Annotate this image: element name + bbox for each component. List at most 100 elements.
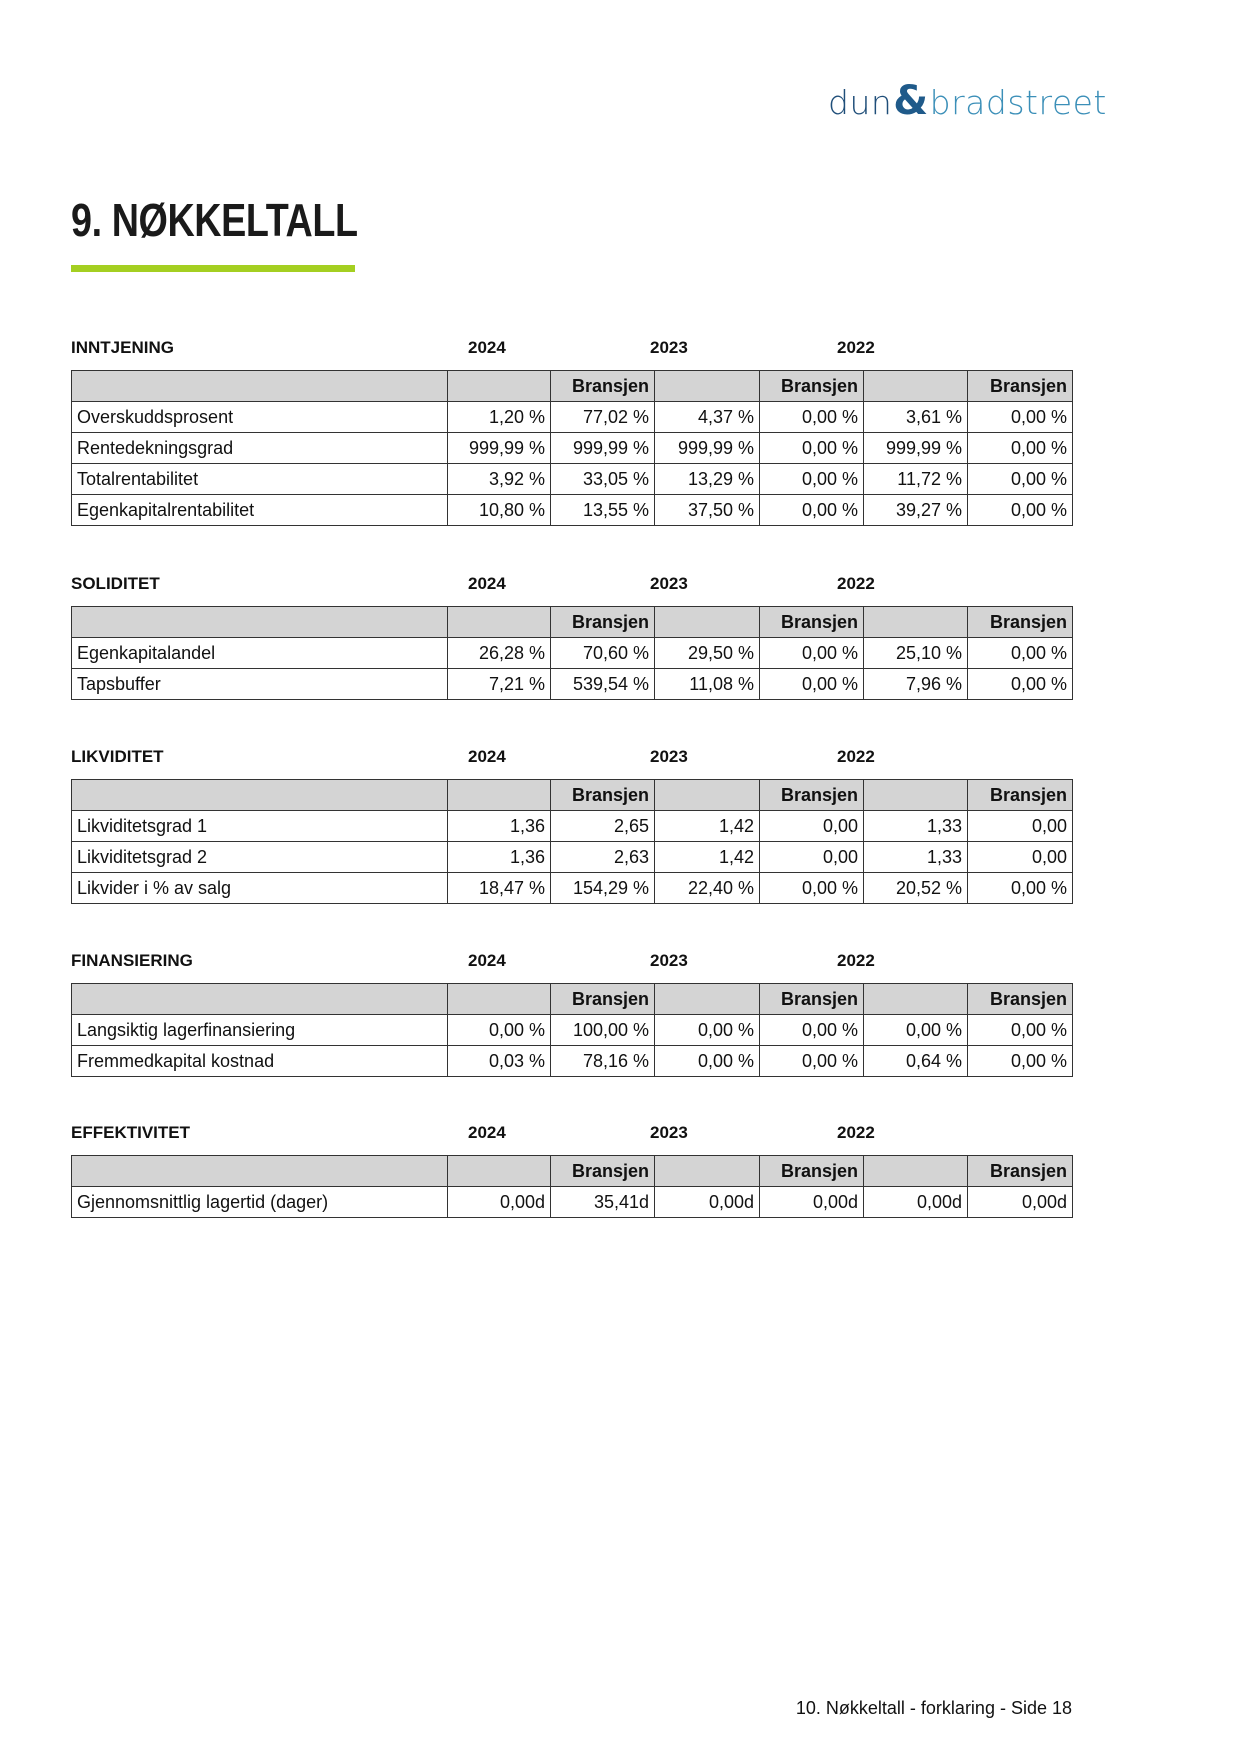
header-cell — [654, 1155, 760, 1187]
value-cell: 0,00 % — [967, 872, 1073, 904]
value-cell: 35,41d — [550, 1186, 655, 1218]
header-cell — [863, 1155, 968, 1187]
header-bransjen: Bransjen — [759, 779, 864, 811]
header-cell — [654, 370, 760, 402]
table-row: Likviditetsgrad 1 1,36 2,65 1,42 0,00 1,33 0,0… — [71, 810, 1073, 842]
table-row: Gjennomsnittlig lagertid (dager) 0,00d 35,… — [71, 1186, 1073, 1218]
logo-text-bradstreet: bradstreet — [929, 83, 1107, 122]
value-cell: 1,36 — [447, 810, 551, 842]
value-cell: 78,16 % — [550, 1045, 655, 1077]
row-label: Totalrentabilitet — [71, 463, 448, 495]
header-bransjen: Bransjen — [759, 1155, 864, 1187]
row-label: Tapsbuffer — [71, 668, 448, 700]
header-bransjen: Bransjen — [759, 370, 864, 402]
value-cell: 0,00 % — [967, 401, 1073, 433]
header-cell — [447, 983, 551, 1015]
value-cell: 0,00 % — [967, 668, 1073, 700]
value-cell: 0,00d — [447, 1186, 551, 1218]
section-header: SOLIDITET 2024 2023 2022 — [71, 574, 1072, 598]
header-bransjen: Bransjen — [967, 370, 1073, 402]
year-label: 2023 — [650, 574, 688, 593]
section-header: LIKVIDITET 2024 2023 2022 — [71, 747, 1072, 771]
header-cell — [447, 606, 551, 638]
value-cell: 999,99 % — [863, 432, 968, 464]
year-label: 2024 — [468, 1123, 506, 1142]
table-header-row: Bransjen Bransjen Bransjen — [71, 606, 1073, 638]
value-cell: 13,55 % — [550, 494, 655, 526]
value-cell: 1,33 — [863, 810, 968, 842]
value-cell: 13,29 % — [654, 463, 760, 495]
header-cell — [71, 779, 448, 811]
row-label: Overskuddsprosent — [71, 401, 448, 433]
header-cell — [447, 1155, 551, 1187]
header-cell — [71, 606, 448, 638]
value-cell: 0,00 % — [759, 872, 864, 904]
header-bransjen: Bransjen — [550, 779, 655, 811]
page-footer: 10. Nøkkeltall - forklaring - Side 18 — [795, 1698, 1072, 1718]
header-bransjen: Bransjen — [967, 983, 1073, 1015]
header-bransjen: Bransjen — [550, 983, 655, 1015]
value-cell: 0,00 — [759, 810, 864, 842]
value-cell: 0,03 % — [447, 1045, 551, 1077]
row-label: Egenkapitalrentabilitet — [71, 494, 448, 526]
value-cell: 0,00 % — [654, 1014, 760, 1046]
section-inntjening: INNTJENING 2024 2023 2022 Bransjen Bransjen Br… — [71, 338, 1073, 526]
year-label: 2023 — [650, 747, 688, 766]
key-figures-table: Bransjen Bransjen Bransjen Overskuddsprosen… — [71, 370, 1073, 526]
value-cell: 1,42 — [654, 810, 760, 842]
year-label: 2024 — [468, 747, 506, 766]
value-cell: 0,00 % — [967, 637, 1073, 669]
table-row: Likviditetsgrad 2 1,36 2,63 1,42 0,00 1,33 0,0… — [71, 841, 1073, 873]
table-row: Langsiktig lagerfinansiering 0,00 % 100,00… — [71, 1014, 1073, 1046]
value-cell: 999,99 % — [654, 432, 760, 464]
value-cell: 1,42 — [654, 841, 760, 873]
section-title: FINANSIERING — [71, 951, 193, 970]
section-header: EFFEKTIVITET 2024 2023 2022 — [71, 1123, 1072, 1147]
key-figures-table: Bransjen Bransjen Bransjen Langsiktig lager… — [71, 983, 1073, 1077]
value-cell: 0,00 — [967, 841, 1073, 873]
table-row: Likvider i % av salg 18,47 % 154,29 % 22,40… — [71, 872, 1073, 904]
header-bransjen: Bransjen — [550, 370, 655, 402]
section-soliditet: SOLIDITET 2024 2023 2022 Bransjen Bransjen Bra… — [71, 574, 1073, 700]
header-cell — [654, 606, 760, 638]
value-cell: 7,96 % — [863, 668, 968, 700]
table-row: Fremmedkapital kostnad 0,03 % 78,16 % 0,00 … — [71, 1045, 1073, 1077]
value-cell: 0,00 % — [759, 668, 864, 700]
value-cell: 0,00 % — [759, 1014, 864, 1046]
header-cell — [71, 983, 448, 1015]
section-header: FINANSIERING 2024 2023 2022 — [71, 951, 1072, 975]
table-header-row: Bransjen Bransjen Bransjen — [71, 370, 1073, 402]
table-header-row: Bransjen Bransjen Bransjen — [71, 983, 1073, 1015]
value-cell: 77,02 % — [550, 401, 655, 433]
value-cell: 11,08 % — [654, 668, 760, 700]
year-label: 2024 — [468, 338, 506, 357]
value-cell: 10,80 % — [447, 494, 551, 526]
section-title: SOLIDITET — [71, 574, 160, 593]
header-cell — [71, 1155, 448, 1187]
value-cell: 0,00 % — [759, 637, 864, 669]
value-cell: 37,50 % — [654, 494, 760, 526]
value-cell: 2,65 — [550, 810, 655, 842]
header-bransjen: Bransjen — [550, 606, 655, 638]
header-bransjen: Bransjen — [759, 606, 864, 638]
year-label: 2023 — [650, 338, 688, 357]
year-label: 2024 — [468, 574, 506, 593]
table-row: Totalrentabilitet 3,92 % 33,05 % 13,29 % 0,0… — [71, 463, 1073, 495]
value-cell: 0,00 % — [967, 1045, 1073, 1077]
value-cell: 7,21 % — [447, 668, 551, 700]
row-label: Rentedekningsgrad — [71, 432, 448, 464]
year-label: 2023 — [650, 1123, 688, 1142]
value-cell: 0,00 % — [759, 432, 864, 464]
value-cell: 0,00 — [759, 841, 864, 873]
header-cell — [654, 983, 760, 1015]
year-label: 2022 — [837, 574, 875, 593]
value-cell: 539,54 % — [550, 668, 655, 700]
table-row: Egenkapitalandel 26,28 % 70,60 % 29,50 % 0,0… — [71, 637, 1073, 669]
value-cell: 0,64 % — [863, 1045, 968, 1077]
row-label: Gjennomsnittlig lagertid (dager) — [71, 1186, 448, 1218]
logo-text-dun: dun — [828, 83, 893, 122]
value-cell: 22,40 % — [654, 872, 760, 904]
section-title: LIKVIDITET — [71, 747, 164, 766]
value-cell: 33,05 % — [550, 463, 655, 495]
value-cell: 0,00 % — [759, 401, 864, 433]
